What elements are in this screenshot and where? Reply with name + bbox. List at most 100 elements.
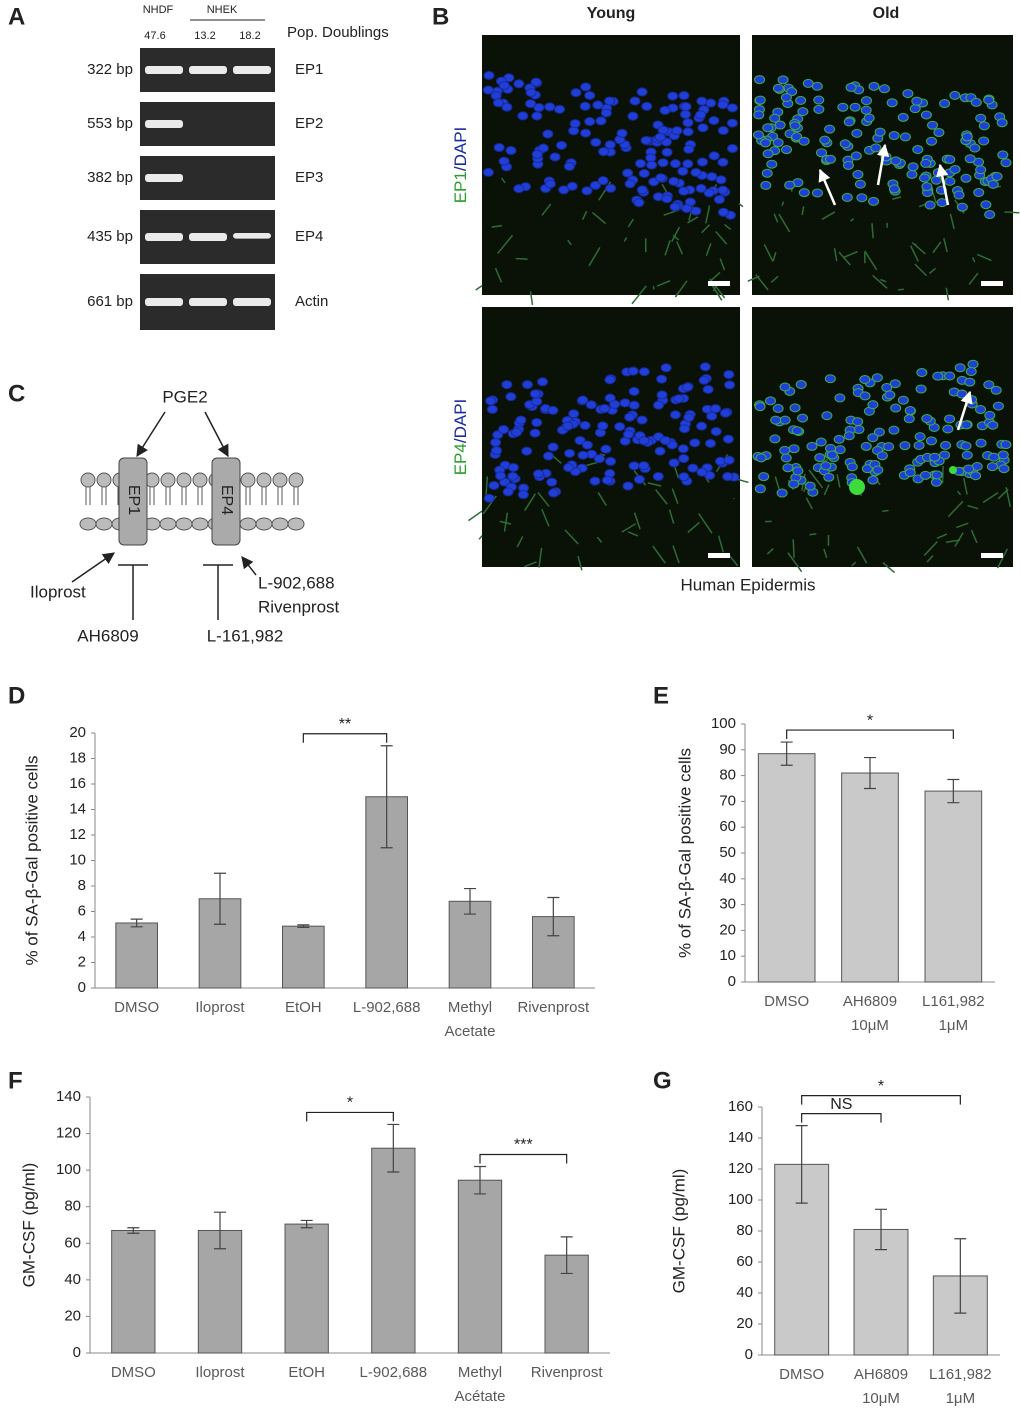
nucleus bbox=[769, 113, 781, 123]
nucleus bbox=[525, 88, 537, 98]
y-tick-label: 100 bbox=[711, 715, 736, 732]
nucleus bbox=[925, 436, 937, 446]
nucleus bbox=[868, 81, 880, 91]
nucleus bbox=[933, 127, 945, 137]
nucleus bbox=[532, 469, 544, 479]
nucleus bbox=[770, 415, 782, 425]
nucleus bbox=[795, 95, 807, 105]
y-tick-label: 10 bbox=[719, 947, 736, 964]
dermis-fiber bbox=[655, 489, 668, 505]
nucleus bbox=[556, 140, 568, 150]
dermis-fiber bbox=[717, 535, 725, 553]
nucleus bbox=[633, 198, 645, 208]
dermis-fiber bbox=[737, 478, 749, 484]
nucleus bbox=[697, 123, 709, 133]
nucleus bbox=[811, 188, 823, 198]
y-axis-label: % of SA-β-Gal positive cells bbox=[22, 755, 41, 965]
y-tick-label: 140 bbox=[728, 1129, 753, 1146]
nucleus bbox=[668, 458, 680, 468]
y-tick-label: 120 bbox=[728, 1160, 753, 1177]
nucleus bbox=[681, 203, 693, 213]
nucleus bbox=[852, 417, 864, 427]
nucleus bbox=[914, 432, 926, 442]
nucleus bbox=[515, 415, 527, 425]
dermis-fiber bbox=[719, 258, 726, 271]
nucleus bbox=[661, 147, 673, 157]
nucleus bbox=[969, 143, 981, 153]
error-bar bbox=[560, 1236, 573, 1275]
dermis-fiber bbox=[524, 493, 537, 512]
nucleus bbox=[997, 450, 1009, 460]
nucleus bbox=[997, 150, 1009, 160]
nucleus bbox=[802, 78, 814, 88]
nucleus bbox=[987, 179, 999, 189]
dermis-fiber bbox=[945, 287, 950, 301]
nucleus bbox=[964, 377, 976, 387]
nucleus bbox=[987, 420, 999, 430]
nucleus bbox=[789, 403, 801, 413]
nucleus bbox=[852, 169, 864, 179]
bar bbox=[841, 772, 899, 983]
nucleus bbox=[706, 411, 718, 421]
y-tick-label: 80 bbox=[736, 1222, 753, 1239]
nucleus bbox=[554, 104, 566, 114]
y-tick-label: 4 bbox=[78, 928, 86, 945]
dermis-fiber bbox=[882, 509, 889, 512]
error-bar bbox=[130, 918, 143, 928]
dermis-fiber bbox=[652, 545, 666, 564]
gene-label: Actin bbox=[295, 293, 328, 310]
nucleus bbox=[619, 398, 631, 408]
dermis-fiber bbox=[1004, 211, 1020, 214]
x-tick-label: L-902,688 bbox=[359, 1364, 428, 1381]
dermis-fiber bbox=[909, 245, 919, 262]
lipid-head bbox=[176, 472, 192, 488]
nucleus bbox=[682, 118, 694, 128]
y-tick-label: 140 bbox=[56, 1088, 81, 1105]
nucleus bbox=[624, 179, 636, 189]
nucleus bbox=[646, 160, 658, 170]
dermis-fiber bbox=[541, 203, 552, 216]
nucleus bbox=[819, 135, 831, 145]
nucleus bbox=[513, 79, 525, 89]
nucleus bbox=[580, 128, 592, 138]
nucleus bbox=[779, 415, 791, 425]
nucleus bbox=[980, 200, 992, 210]
nucleus bbox=[570, 88, 582, 98]
nucleus bbox=[683, 413, 695, 423]
nucleus bbox=[912, 145, 924, 155]
nucleus bbox=[544, 179, 556, 189]
dermis-fiber bbox=[485, 476, 489, 497]
lipid-head bbox=[256, 472, 272, 488]
dermis-fiber bbox=[947, 500, 964, 518]
dermis-fiber bbox=[838, 251, 851, 266]
band-size: 661 bp bbox=[87, 293, 133, 310]
nucleus bbox=[531, 111, 543, 121]
nucleus bbox=[820, 461, 832, 471]
dermis-fiber bbox=[967, 504, 979, 510]
nucleus bbox=[876, 451, 888, 461]
nucleus bbox=[638, 168, 650, 178]
nucleus bbox=[689, 438, 701, 448]
nucleus bbox=[660, 363, 672, 373]
nucleus bbox=[814, 453, 826, 463]
nucleus bbox=[975, 438, 987, 448]
nucleus bbox=[913, 440, 925, 450]
nucleus bbox=[863, 113, 875, 123]
nucleus bbox=[992, 401, 1004, 411]
nucleus bbox=[482, 85, 494, 95]
nucleus bbox=[490, 446, 502, 456]
nucleus bbox=[597, 421, 609, 431]
nucleus bbox=[682, 159, 694, 169]
nucleus bbox=[641, 101, 653, 111]
dermis-fiber bbox=[701, 224, 711, 234]
nucleus bbox=[996, 118, 1008, 128]
band-size: 382 bp bbox=[87, 169, 133, 186]
nucleus bbox=[720, 408, 732, 418]
dermis-fiber bbox=[596, 536, 603, 543]
nucleus bbox=[760, 138, 772, 148]
receptor-label: EP1 bbox=[125, 485, 142, 515]
nucleus bbox=[939, 99, 951, 109]
dermis-fiber bbox=[676, 241, 684, 255]
x-tick-label: EtOH bbox=[288, 1364, 325, 1381]
